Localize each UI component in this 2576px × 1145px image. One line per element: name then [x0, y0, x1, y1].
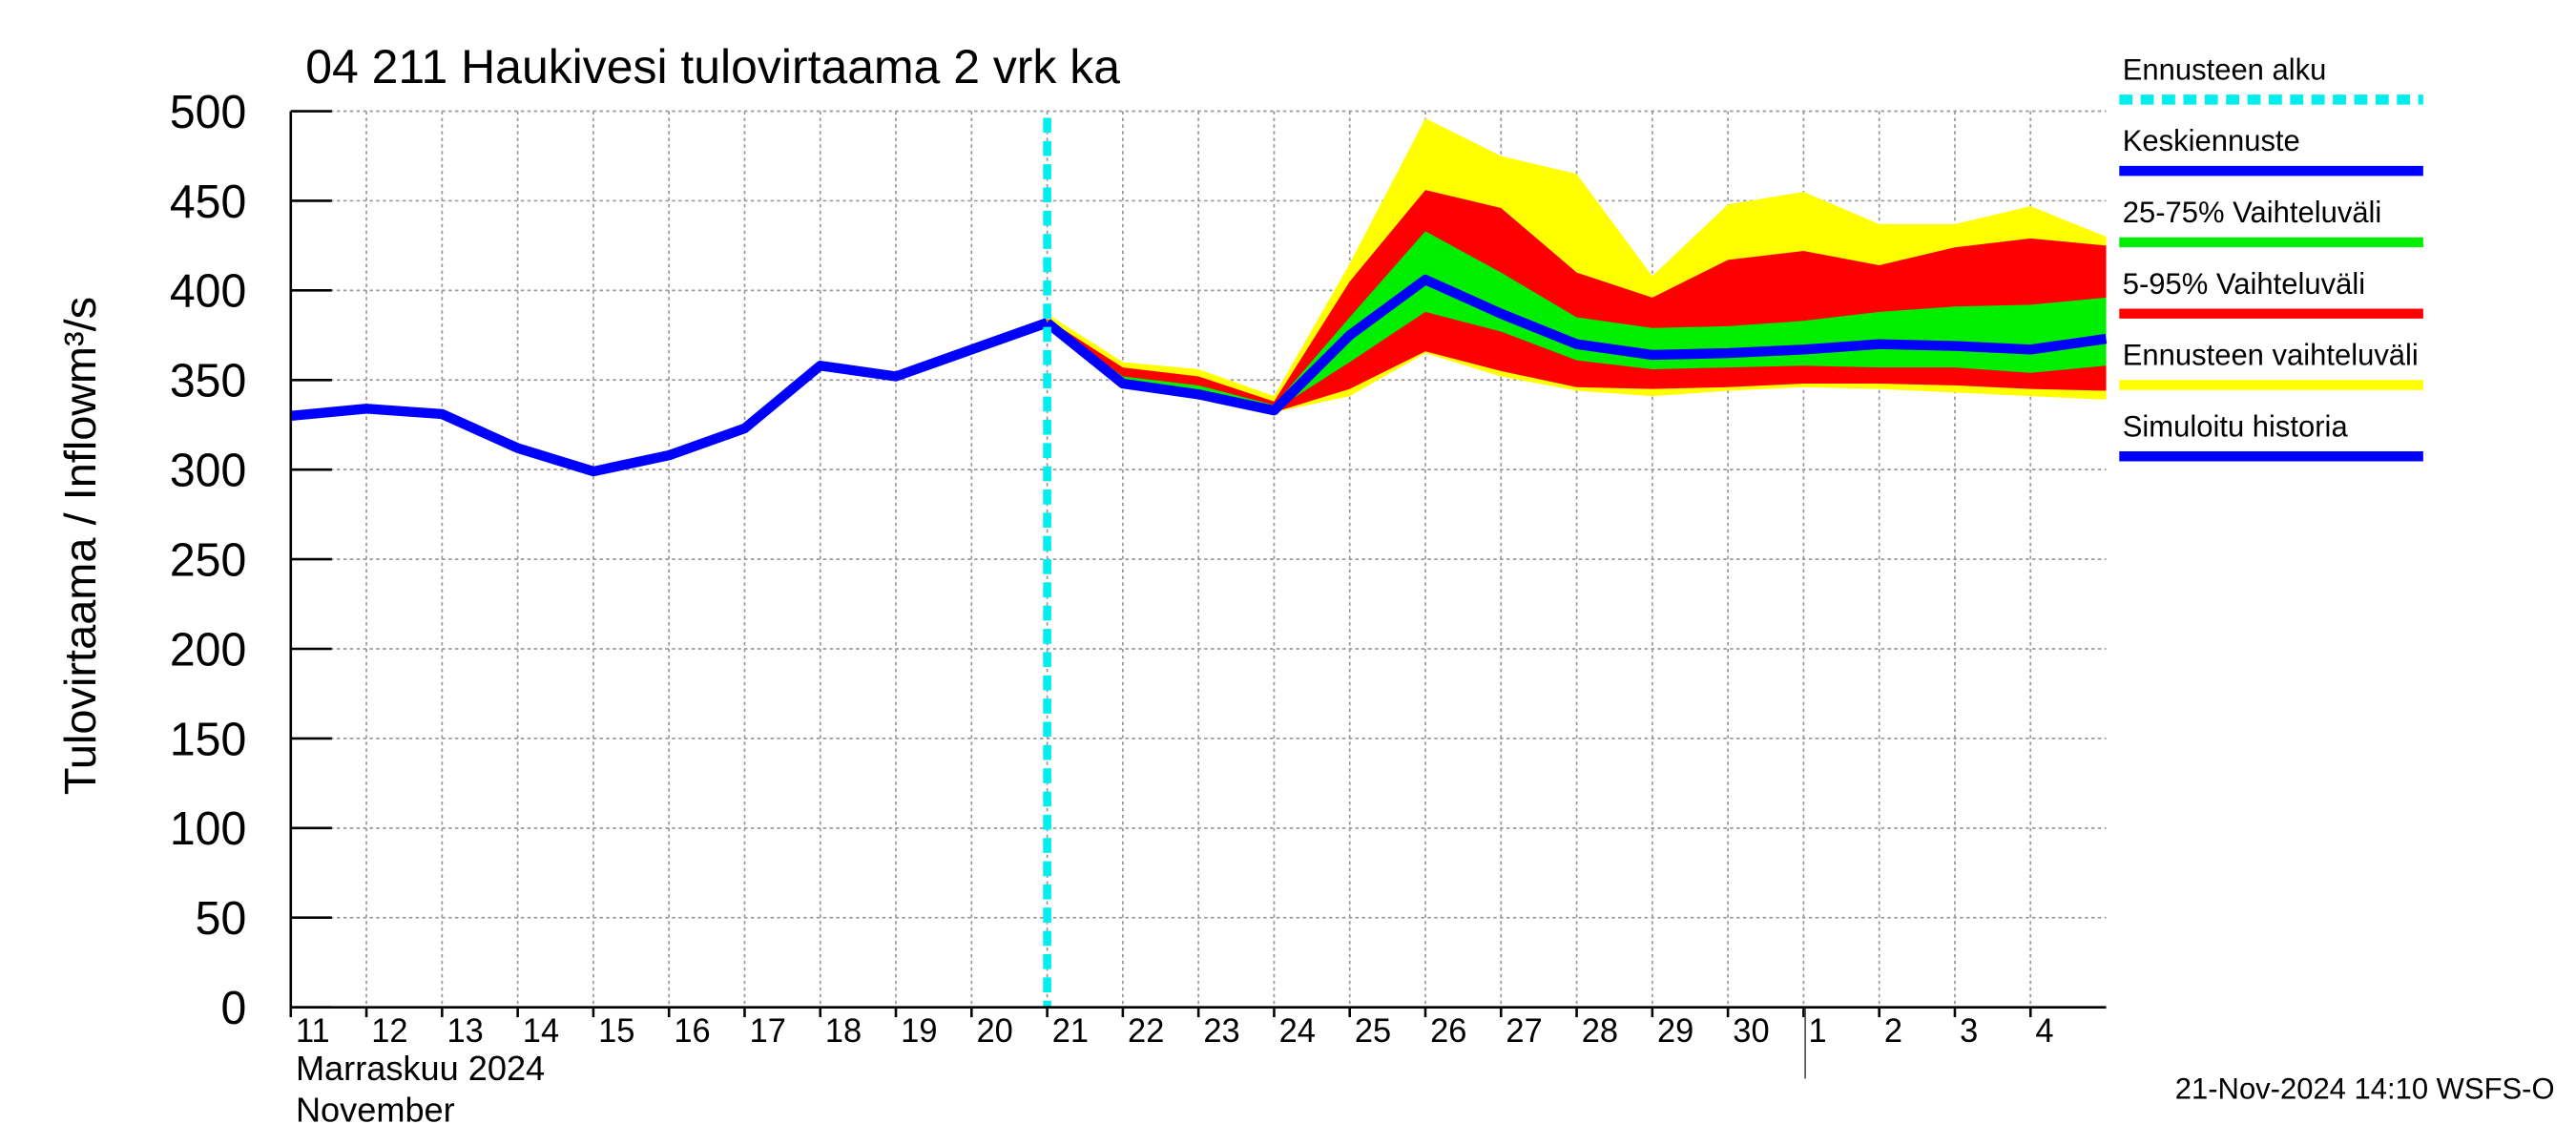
x-axis-label: November	[296, 1090, 455, 1129]
x-tick-label: 25	[1355, 1013, 1391, 1050]
x-tick-label: 14	[523, 1013, 559, 1050]
x-tick-label: 21	[1052, 1013, 1089, 1050]
x-tick-label: 20	[976, 1013, 1012, 1050]
x-axis-label: Marraskuu 2024	[296, 1049, 545, 1088]
x-tick-label: 27	[1506, 1013, 1542, 1050]
y-tick-label: 400	[170, 266, 246, 318]
legend-label: Simuloitu historia	[2123, 409, 2349, 443]
x-tick-label: 13	[447, 1013, 484, 1050]
y-tick-label: 350	[170, 355, 246, 406]
x-tick-label: 1	[1809, 1013, 1827, 1050]
chart-title: 04 211 Haukivesi tulovirtaama 2 vrk ka	[305, 40, 1120, 94]
x-tick-label: 3	[1960, 1013, 1978, 1050]
line	[1044, 274, 2108, 416]
legend-label: Ennusteen alku	[2123, 52, 2327, 86]
x-tick-label: 18	[825, 1013, 862, 1050]
y-tick-label: 150	[170, 714, 246, 765]
x-tick-label: 4	[2035, 1013, 2053, 1050]
footer: 21-Nov-2024 14:10 WSFS-O	[2175, 1072, 2555, 1105]
x-tick-label: 16	[674, 1013, 710, 1050]
y-tick-label: 0	[220, 983, 246, 1034]
y-axis-label: Tulovirtaama / Inflow	[55, 383, 105, 795]
x-tick-label: 17	[750, 1013, 786, 1050]
x-tick-label: 22	[1128, 1013, 1164, 1050]
y-tick-label: 50	[196, 893, 247, 945]
legend-label: 25-75% Vaihteluväli	[2123, 196, 2382, 229]
x-tick-label: 11	[296, 1013, 330, 1050]
legend-label: Ennusteen vaihteluväli	[2123, 338, 2419, 371]
x-tick-label: 23	[1203, 1013, 1239, 1050]
x-tick-label: 24	[1279, 1013, 1316, 1050]
y-tick-label: 300	[170, 445, 246, 496]
band	[1047, 231, 2107, 411]
y-tick-label: 100	[170, 803, 246, 855]
legend-label: Keskiennuste	[2123, 124, 2300, 157]
x-tick-label: 19	[901, 1013, 937, 1050]
x-tick-label: 28	[1582, 1013, 1618, 1050]
x-tick-label: 15	[598, 1013, 634, 1050]
x-tick-label: 29	[1657, 1013, 1693, 1050]
legend-label: 5-95% Vaihteluväli	[2123, 267, 2365, 301]
x-tick-label: 2	[1884, 1013, 1902, 1050]
y-tick-label: 450	[170, 177, 246, 228]
y-tick-label: 500	[170, 87, 246, 138]
x-tick-label: 26	[1430, 1013, 1466, 1050]
line	[290, 318, 1049, 477]
x-tick-label: 12	[371, 1013, 407, 1050]
y-tick-label: 200	[170, 624, 246, 676]
x-tick-label: 30	[1733, 1013, 1769, 1050]
y-axis-unit: m³/s	[55, 297, 105, 384]
y-tick-label: 250	[170, 534, 246, 586]
